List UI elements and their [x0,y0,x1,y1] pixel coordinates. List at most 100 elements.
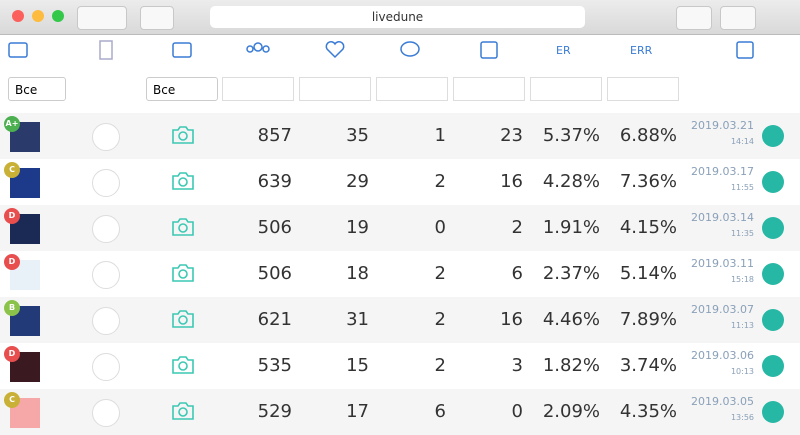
bookmark-toggle[interactable] [92,261,120,289]
likes-cell: 15 [346,355,369,376]
header-icons [8,40,754,60]
er-cell: 1.91% [542,217,600,238]
reach-cell: 506 [257,263,292,284]
table-row[interactable]: C 529 17 6 0 2.09% 4.35% 2019.03.05 13:56 [0,389,800,435]
post-date: 2019.03.05 [691,395,754,408]
reach-cell: 639 [257,171,292,192]
post-time: 11:13 [730,321,754,330]
likes-cell: 35 [346,125,369,146]
address-bar[interactable]: livedune [210,6,585,28]
type-filter[interactable]: Все [8,77,66,101]
info-button[interactable] [762,263,784,285]
post-date: 2019.03.17 [691,165,754,178]
er-cell: 5.37% [542,125,600,146]
grade-badge: B [4,300,20,316]
filter-input[interactable] [376,77,448,101]
er-cell: 4.46% [542,309,600,330]
camera-icon [172,264,194,282]
minimize-button[interactable] [32,10,44,22]
filter-input[interactable] [607,77,679,101]
reach-cell: 529 [257,401,292,422]
comments-cell: 1 [434,125,446,146]
camera-icon [172,126,194,144]
table-row[interactable]: D 506 18 2 6 2.37% 5.14% 2019.03.11 15:18 [0,251,800,297]
err-cell: 7.36% [619,171,677,192]
post-time: 11:55 [730,183,754,192]
post-date: 2019.03.11 [691,257,754,270]
bookmark-toggle[interactable] [92,169,120,197]
er-cell: 2.37% [542,263,600,284]
post-time: 14:14 [730,137,754,146]
info-button[interactable] [762,125,784,147]
likes-cell: 17 [346,401,369,422]
grade-badge: D [4,254,20,270]
share-button[interactable] [676,6,712,30]
err-cell: 6.88% [619,125,677,146]
info-button[interactable] [762,309,784,331]
grade-badge: D [4,208,20,224]
comments-cell: 2 [434,309,446,330]
post-date: 2019.03.21 [691,119,754,132]
header-err[interactable]: ERR [630,44,653,57]
grade-badge: D [4,346,20,362]
likes-cell: 29 [346,171,369,192]
info-button[interactable] [762,355,784,377]
nav-buttons[interactable] [77,6,127,30]
camera-icon [172,356,194,374]
header-er[interactable]: ER [556,44,571,57]
bookmark-toggle[interactable] [92,123,120,151]
zoom-button[interactable] [52,10,64,22]
likes-cell: 31 [346,309,369,330]
camera-icon [172,402,194,420]
reach-cell: 535 [257,355,292,376]
filter-input[interactable] [453,77,525,101]
bookmark-toggle[interactable] [92,353,120,381]
camera-icon [172,310,194,328]
reach-cell: 857 [257,125,292,146]
err-cell: 4.15% [619,217,677,238]
likes-cell: 18 [346,263,369,284]
info-button[interactable] [762,217,784,239]
reach-cell: 621 [257,309,292,330]
post-time: 10:13 [730,367,754,376]
saves-cell: 2 [511,217,523,238]
info-button[interactable] [762,171,784,193]
post-date: 2019.03.07 [691,303,754,316]
saves-cell: 23 [500,125,523,146]
table-row[interactable]: B 621 31 2 16 4.46% 7.89% 2019.03.07 11:13 [0,297,800,343]
media-filter[interactable]: Все [146,77,218,101]
close-button[interactable] [12,10,24,22]
tabs-button[interactable] [720,6,756,30]
filter-input[interactable] [299,77,371,101]
er-cell: 1.82% [542,355,600,376]
comments-cell: 6 [434,401,446,422]
post-time: 13:56 [730,413,754,422]
saves-cell: 16 [500,171,523,192]
sidebar-button[interactable] [140,6,174,30]
bookmark-toggle[interactable] [92,307,120,335]
filter-input[interactable] [222,77,294,101]
comments-cell: 2 [434,171,446,192]
saves-cell: 0 [511,401,523,422]
post-date: 2019.03.14 [691,211,754,224]
grade-badge: A+ [4,116,20,132]
post-time: 11:35 [730,229,754,238]
comments-cell: 2 [434,263,446,284]
table-row[interactable]: A+ 857 35 1 23 5.37% 6.88% 2019.03.21 14:14 [0,113,800,159]
bookmark-toggle[interactable] [92,215,120,243]
bookmark-toggle[interactable] [92,399,120,427]
post-date: 2019.03.06 [691,349,754,362]
comments-cell: 2 [434,355,446,376]
browser-toolbar: livedune [0,0,800,35]
filter-input[interactable] [530,77,602,101]
err-cell: 3.74% [619,355,677,376]
info-button[interactable] [762,401,784,423]
comments-cell: 0 [434,217,446,238]
table-row[interactable]: C 639 29 2 16 4.28% 7.36% 2019.03.17 11:55 [0,159,800,205]
err-cell: 7.89% [619,309,677,330]
table-row[interactable]: D 535 15 2 3 1.82% 3.74% 2019.03.06 10:13 [0,343,800,389]
grade-badge: C [4,392,20,408]
table-row[interactable]: D 506 19 0 2 1.91% 4.15% 2019.03.14 11:35 [0,205,800,251]
likes-cell: 19 [346,217,369,238]
